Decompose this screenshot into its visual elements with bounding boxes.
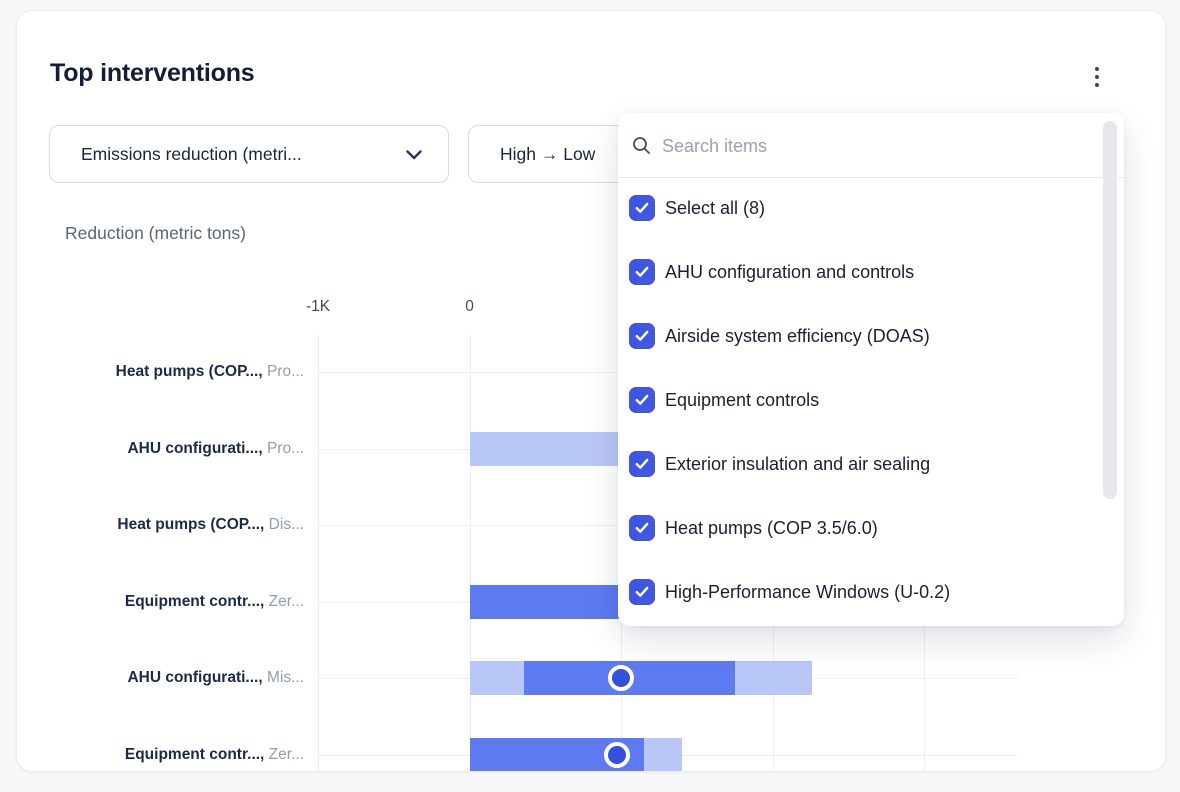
checkbox-checked[interactable]: [629, 579, 655, 605]
dropdown-item-label: Heat pumps (COP 3.5/6.0): [665, 517, 878, 538]
row-label: Equipment contr..., Zer...: [27, 744, 304, 766]
metric-dropdown[interactable]: Emissions reduction (metri...: [49, 125, 449, 183]
grid-line-vertical: [469, 334, 471, 771]
checkbox-check-icon: [635, 458, 649, 469]
row-label-intervention: Heat pumps (COP...,: [117, 516, 265, 534]
row-label: AHU configurati..., Mis...: [27, 667, 304, 689]
checkbox-check-icon: [635, 202, 649, 213]
dropdown-item[interactable]: Exterior insulation and air sealing: [618, 432, 1100, 496]
dropdown-item-label: High-Performance Windows (U-0.2): [665, 581, 951, 602]
row-label: AHU configurati..., Pro...: [27, 438, 304, 460]
row-label-scenario: Mis...: [262, 669, 304, 687]
bar-segment[interactable]: [643, 738, 682, 771]
dropdown-item-label: Airside system efficiency (DOAS): [665, 325, 930, 346]
checkbox-check-icon: [635, 330, 649, 341]
dropdown-item[interactable]: AHU configuration and controls: [618, 240, 1100, 304]
sort-dropdown-label: High → Low: [500, 143, 596, 164]
checkbox-check-icon: [635, 586, 649, 597]
filter-dropdown-panel: Select all (8) AHU configuration and cont…: [618, 113, 1124, 626]
dropdown-item-label: Equipment controls: [665, 389, 820, 410]
dropdown-item[interactable]: Select all (8): [618, 176, 1100, 240]
x-tick-label: -1K: [305, 298, 331, 315]
chevron-down-icon: [406, 144, 422, 165]
dropdown-item-label: AHU configuration and controls: [665, 261, 915, 282]
median-marker[interactable]: [604, 742, 631, 768]
dropdown-item-label: Exterior insulation and air sealing: [665, 453, 931, 474]
card-title: Top interventions: [50, 59, 255, 87]
checkbox-check-icon: [635, 394, 649, 405]
row-label-scenario: Pro...: [262, 439, 304, 457]
x-tick-label: 0: [465, 298, 474, 315]
scrollbar-thumb[interactable]: [1103, 121, 1117, 499]
search-row: [618, 113, 1124, 177]
row-label-scenario: Dis...: [264, 516, 304, 534]
checkbox-check-icon: [635, 266, 649, 277]
kebab-dot-icon: [1095, 83, 1099, 87]
checkbox-checked[interactable]: [629, 195, 655, 221]
checkbox-checked[interactable]: [629, 515, 655, 541]
kebab-menu-button[interactable]: [1079, 57, 1115, 97]
median-marker[interactable]: [608, 665, 635, 692]
checkbox-check-icon: [635, 522, 649, 533]
search-input[interactable]: [660, 130, 1044, 162]
row-label-intervention: AHU configurati...,: [127, 439, 263, 457]
row-label: Heat pumps (COP..., Pro...: [27, 361, 304, 383]
row-label: Heat pumps (COP..., Dis...: [27, 514, 304, 536]
metric-dropdown-label: Emissions reduction (metri...: [81, 143, 302, 164]
row-label-intervention: Equipment contr...,: [124, 592, 265, 610]
checkbox-checked[interactable]: [629, 387, 655, 413]
bar-segment[interactable]: [469, 661, 525, 696]
row-label-scenario: Zer...: [264, 746, 304, 763]
dropdown-item[interactable]: High-Performance Windows (U-0.2): [618, 560, 1100, 624]
row-label-scenario: Zer...: [264, 592, 304, 610]
row-label-intervention: Equipment contr...,: [124, 746, 265, 763]
dropdown-item[interactable]: Heat pumps (COP 3.5/6.0): [618, 496, 1100, 560]
row-label-intervention: AHU configurati...,: [127, 669, 263, 687]
dropdown-item[interactable]: Airside system efficiency (DOAS): [618, 304, 1100, 368]
dropdown-item[interactable]: Equipment controls: [618, 368, 1100, 432]
row-label-intervention: Heat pumps (COP...,: [115, 363, 263, 380]
checkbox-checked[interactable]: [629, 259, 655, 285]
row-label-scenario: Pro...: [262, 363, 304, 380]
checkbox-checked[interactable]: [629, 323, 655, 349]
chart-axis-title: Reduction (metric tons): [65, 223, 246, 243]
top-interventions-card: Top interventions Emissions reduction (m…: [16, 10, 1166, 772]
kebab-dot-icon: [1095, 67, 1099, 71]
checkbox-checked[interactable]: [629, 451, 655, 477]
grid-line-vertical: [318, 334, 319, 771]
divider: [618, 177, 1124, 178]
row-label: Equipment contr..., Zer...: [27, 591, 304, 613]
dropdown-item-list: Select all (8) AHU configuration and cont…: [618, 176, 1100, 624]
kebab-dot-icon: [1095, 75, 1099, 79]
dropdown-item-label: Select all (8): [665, 197, 766, 218]
bar-segment[interactable]: [734, 661, 812, 696]
